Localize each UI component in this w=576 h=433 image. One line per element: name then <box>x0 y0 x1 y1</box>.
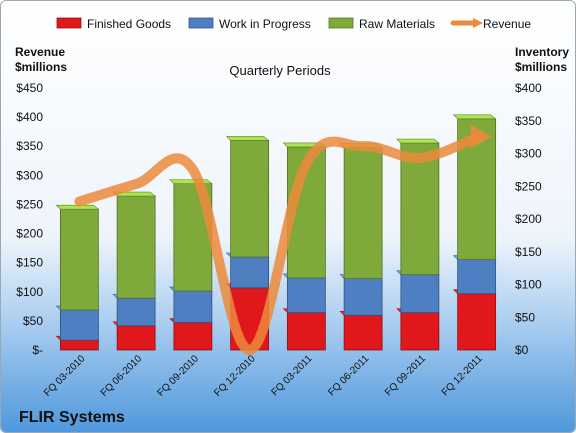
right-tick-label: $50 <box>515 310 535 324</box>
legend: Finished Goods Work in Progress Raw Materi… <box>56 17 531 31</box>
revenue-arrowhead <box>470 124 492 149</box>
legend-finished-goods-swatch <box>56 17 82 29</box>
right-axis-title-line2: $millions <box>515 60 567 74</box>
right-tick-label: $200 <box>515 212 542 226</box>
left-tick-label: $350 <box>16 139 43 153</box>
revenue-line <box>74 132 482 355</box>
left-tick-label: $300 <box>16 168 43 182</box>
left-tick-label: $- <box>32 343 43 357</box>
left-tick-label: $450 <box>16 81 43 95</box>
left-tick-label: $200 <box>16 227 43 241</box>
bar-top-raw-materials <box>225 136 270 141</box>
bar-finished-goods <box>457 293 497 351</box>
right-tick-label: $150 <box>515 245 542 259</box>
bar-raw-materials <box>116 195 156 299</box>
bar-raw-materials <box>400 142 440 276</box>
right-axis-title-line1: Inventory <box>515 45 569 59</box>
bar-work-in-progress <box>59 309 99 341</box>
bar-finished-goods <box>400 312 440 351</box>
legend-revenue-arrow <box>473 18 483 28</box>
right-tick-label: $0 <box>515 343 529 357</box>
chart-title: Quarterly Periods <box>229 63 331 78</box>
left-tick-label: $150 <box>16 256 43 270</box>
left-tick-label: $50 <box>23 314 43 328</box>
right-tick-label: $100 <box>515 278 542 292</box>
bar-finished-goods <box>286 312 326 351</box>
left-axis-title-line1: Revenue <box>15 45 65 59</box>
left-tick-label: $100 <box>16 285 43 299</box>
legend-revenue-label: Revenue <box>483 17 531 31</box>
left-axis-title-line2: $millions <box>15 60 67 74</box>
right-tick-label: $250 <box>515 179 542 193</box>
bar-work-in-progress <box>457 259 497 295</box>
right-tick-label: $350 <box>515 114 542 128</box>
bar-work-in-progress <box>286 277 326 314</box>
right-tick-label: $300 <box>515 147 542 161</box>
bar-finished-goods <box>343 314 383 351</box>
legend-raw-materials-swatch <box>328 17 354 29</box>
bar-work-in-progress <box>173 290 213 323</box>
bar-finished-goods <box>173 322 213 351</box>
bar-finished-goods <box>59 339 99 351</box>
left-tick-label: $250 <box>16 197 43 211</box>
bar-work-in-progress <box>343 278 383 316</box>
company-name: FLIR Systems <box>19 409 125 426</box>
legend-raw-materials-label: Raw Materials <box>359 17 435 31</box>
legend-finished-goods-label: Finished Goods <box>87 17 171 31</box>
legend-work-in-progress-swatch <box>188 17 214 29</box>
bar-top-raw-materials <box>169 179 213 184</box>
bar-work-in-progress <box>116 297 156 327</box>
bar-raw-materials <box>59 208 99 311</box>
right-axis: $0 $50 $100 $150 $200 $250 $300 $350 $400 <box>515 81 542 357</box>
bar-raw-materials <box>230 139 270 258</box>
bar-work-in-progress <box>230 256 270 289</box>
bar-finished-goods <box>116 325 156 351</box>
bar-top-raw-materials <box>452 114 497 120</box>
revenue-line-layer <box>74 124 492 355</box>
bar-top-raw-materials <box>55 204 100 210</box>
left-axis: $- $50 $100 $150 $200 $250 $300 $350 $400 $450 <box>16 81 43 357</box>
right-tick-label: $400 <box>515 81 542 95</box>
legend-work-in-progress-label: Work in Progress <box>219 17 311 31</box>
bar-raw-materials <box>343 147 383 280</box>
bar-work-in-progress <box>400 274 440 314</box>
left-tick-label: $400 <box>16 110 43 124</box>
bar-top-raw-materials <box>396 138 440 144</box>
